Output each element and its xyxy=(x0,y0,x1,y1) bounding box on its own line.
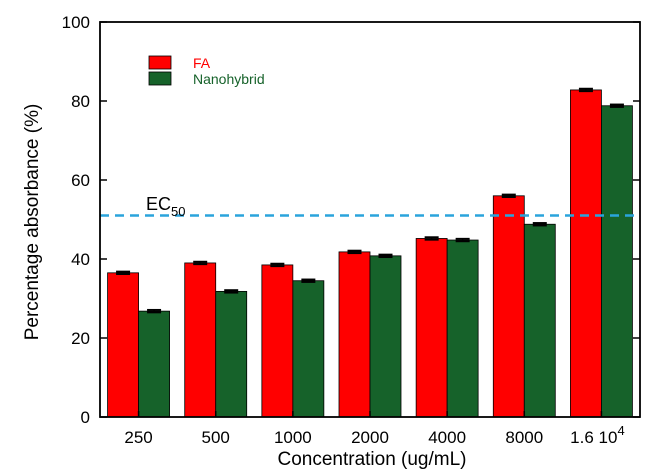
y-tick-label-100: 100 xyxy=(62,13,90,32)
bar-nanohybrid-1 xyxy=(215,290,248,418)
y-axis-title: Percentage absorbance (%) xyxy=(22,104,43,341)
bar-fa-4 xyxy=(415,238,448,418)
y-tick-label-60: 60 xyxy=(71,171,90,190)
bar-fa-1 xyxy=(184,262,217,418)
bar-fa-2 xyxy=(261,264,294,418)
bar-nanohybrid-4 xyxy=(446,239,479,418)
bar-fa-5 xyxy=(492,195,525,418)
y-tick-label-40: 40 xyxy=(71,250,90,269)
bar-nanohybrid-5 xyxy=(523,223,556,418)
x-tick-label-1: 500 xyxy=(202,428,230,447)
x-tick-label-3: 2000 xyxy=(351,428,389,447)
legend-label-fa: FA xyxy=(193,55,211,71)
bar-nanohybrid-2 xyxy=(292,280,325,418)
bar-fa-0 xyxy=(107,272,139,418)
bar-fa-3 xyxy=(338,251,371,418)
error-bars-group xyxy=(116,87,624,314)
x-tick-label-0: 250 xyxy=(124,428,152,447)
y-tick-label-20: 20 xyxy=(71,329,90,348)
legend-swatch-nanohybrid xyxy=(148,71,172,86)
legend: FA Nanohybrid xyxy=(148,55,265,87)
x-tick-label-5: 8000 xyxy=(505,428,543,447)
x-tick-label-2: 1000 xyxy=(274,428,312,447)
bars-group xyxy=(107,89,633,418)
legend-swatch-fa xyxy=(148,55,172,70)
x-tick-label-4: 4000 xyxy=(428,428,466,447)
y-tick-label-80: 80 xyxy=(71,92,90,111)
x-axis-title: Concentration (ug/mL) xyxy=(277,449,466,469)
x-tick-label-6: 1.6 104 xyxy=(570,423,625,447)
bar-fa-6 xyxy=(570,89,602,418)
ec50-label-subscript: 50 xyxy=(171,204,185,219)
bar-nanohybrid-3 xyxy=(369,255,402,418)
x-tick-label-base: 1.6 10 xyxy=(570,428,617,447)
x-axis-ticks: 250 500 1000 2000 4000 8000 1.6 104 xyxy=(124,411,625,447)
bar-nanohybrid-6 xyxy=(601,105,633,418)
y-tick-label-0: 0 xyxy=(81,408,90,427)
bar-nanohybrid-0 xyxy=(138,310,170,418)
ec50-label: EC50 xyxy=(146,194,185,219)
legend-label-nanohybrid: Nanohybrid xyxy=(193,71,265,87)
y-axis-ticks: 0 20 40 60 80 100 xyxy=(62,13,640,427)
x-tick-label-exponent: 4 xyxy=(617,423,624,438)
